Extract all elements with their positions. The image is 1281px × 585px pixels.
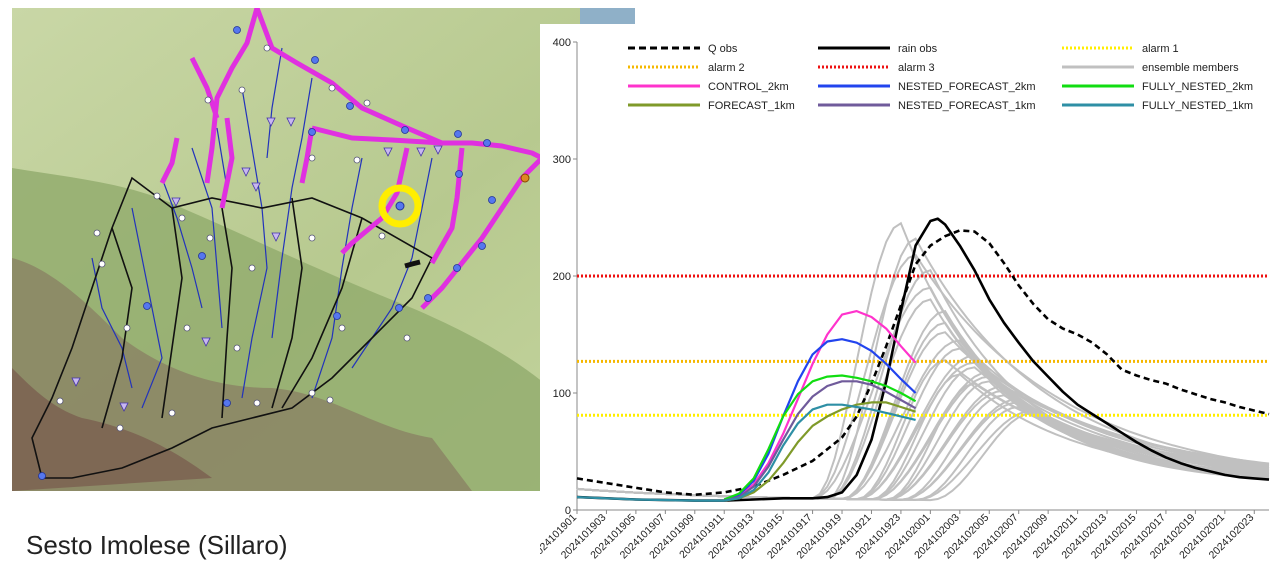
station-dots: [56, 44, 411, 432]
target-point-icon: [395, 201, 405, 211]
threshold-lines: [577, 274, 1269, 417]
ensemble-member-line: [576, 298, 1270, 500]
ensemble-member-line: [576, 359, 1270, 501]
catchment-map: [12, 8, 635, 491]
forecast-points: [38, 26, 496, 480]
forecast-series-lines: [576, 217, 1270, 502]
ensemble-member-line: [576, 389, 1270, 501]
ensemble-member-line: [576, 380, 1270, 501]
series-line: [723, 374, 917, 501]
mountain-peaks: [12, 368, 212, 491]
series-line: [723, 338, 917, 501]
y-axis: 0 100 200 300 400: [553, 37, 578, 517]
legend-label: alarm 1: [1142, 43, 1179, 55]
series-line: [576, 229, 1270, 497]
legend-label: alarm 3: [898, 62, 935, 74]
legend-label: FULLY_NESTED_2km: [1142, 81, 1253, 93]
series-line: [576, 217, 1270, 502]
hydrograph-chart: 0 100 200 300 400 2024101901 2024101903 202410…: [540, 24, 1281, 585]
outlet-marker-icon: [520, 173, 530, 183]
series-line: [724, 401, 916, 502]
legend-label: Q obs: [708, 43, 738, 55]
legend-label: FORECAST_1km: [708, 100, 795, 112]
ensemble-lines: [576, 221, 1270, 502]
gauge-triangles: [71, 117, 443, 412]
legend-label: FULLY_NESTED_1km: [1142, 100, 1253, 112]
y-tick-label: 400: [553, 37, 571, 49]
highlighted-reach: [404, 259, 421, 269]
legend-label: NESTED_FORECAST_1km: [898, 100, 1036, 112]
legend-label: alarm 2: [708, 62, 745, 74]
ensemble-member-line: [576, 382, 1270, 501]
ensemble-member-line: [576, 309, 1270, 500]
station-caption: Sesto Imolese (Sillaro): [26, 530, 288, 560]
hydrograph-svg: 0 100 200 300 400 20241019012024101903202410…: [540, 37, 1270, 561]
chart-legend: Q obs rain obs alarm 1 alarm 2 alarm 3 ensemb…: [628, 43, 1253, 112]
y-tick-label: 300: [553, 154, 571, 166]
basin-borders: [31, 176, 434, 479]
ensemble-member-line: [576, 366, 1270, 501]
y-tick-label: 200: [553, 271, 571, 283]
target-ring-icon: [378, 184, 422, 228]
series-line: [576, 403, 916, 502]
legend-label: ensemble members: [1142, 62, 1239, 74]
series-line: [723, 380, 917, 502]
catchment-map-svg: [12, 8, 635, 491]
legend-label: rain obs: [898, 43, 938, 55]
river-network: [91, 47, 433, 409]
ensemble-member-line: [576, 375, 1270, 501]
sea-corner: [580, 8, 635, 24]
target-basin-highlight: [159, 8, 544, 310]
x-axis: 2024101901202410190320241019052024101907…: [540, 509, 1269, 561]
y-tick-label: 0: [565, 505, 571, 517]
legend-label: NESTED_FORECAST_2km: [898, 81, 1036, 93]
y-tick-label: 100: [553, 388, 571, 400]
legend-label: CONTROL_2km: [708, 81, 789, 93]
